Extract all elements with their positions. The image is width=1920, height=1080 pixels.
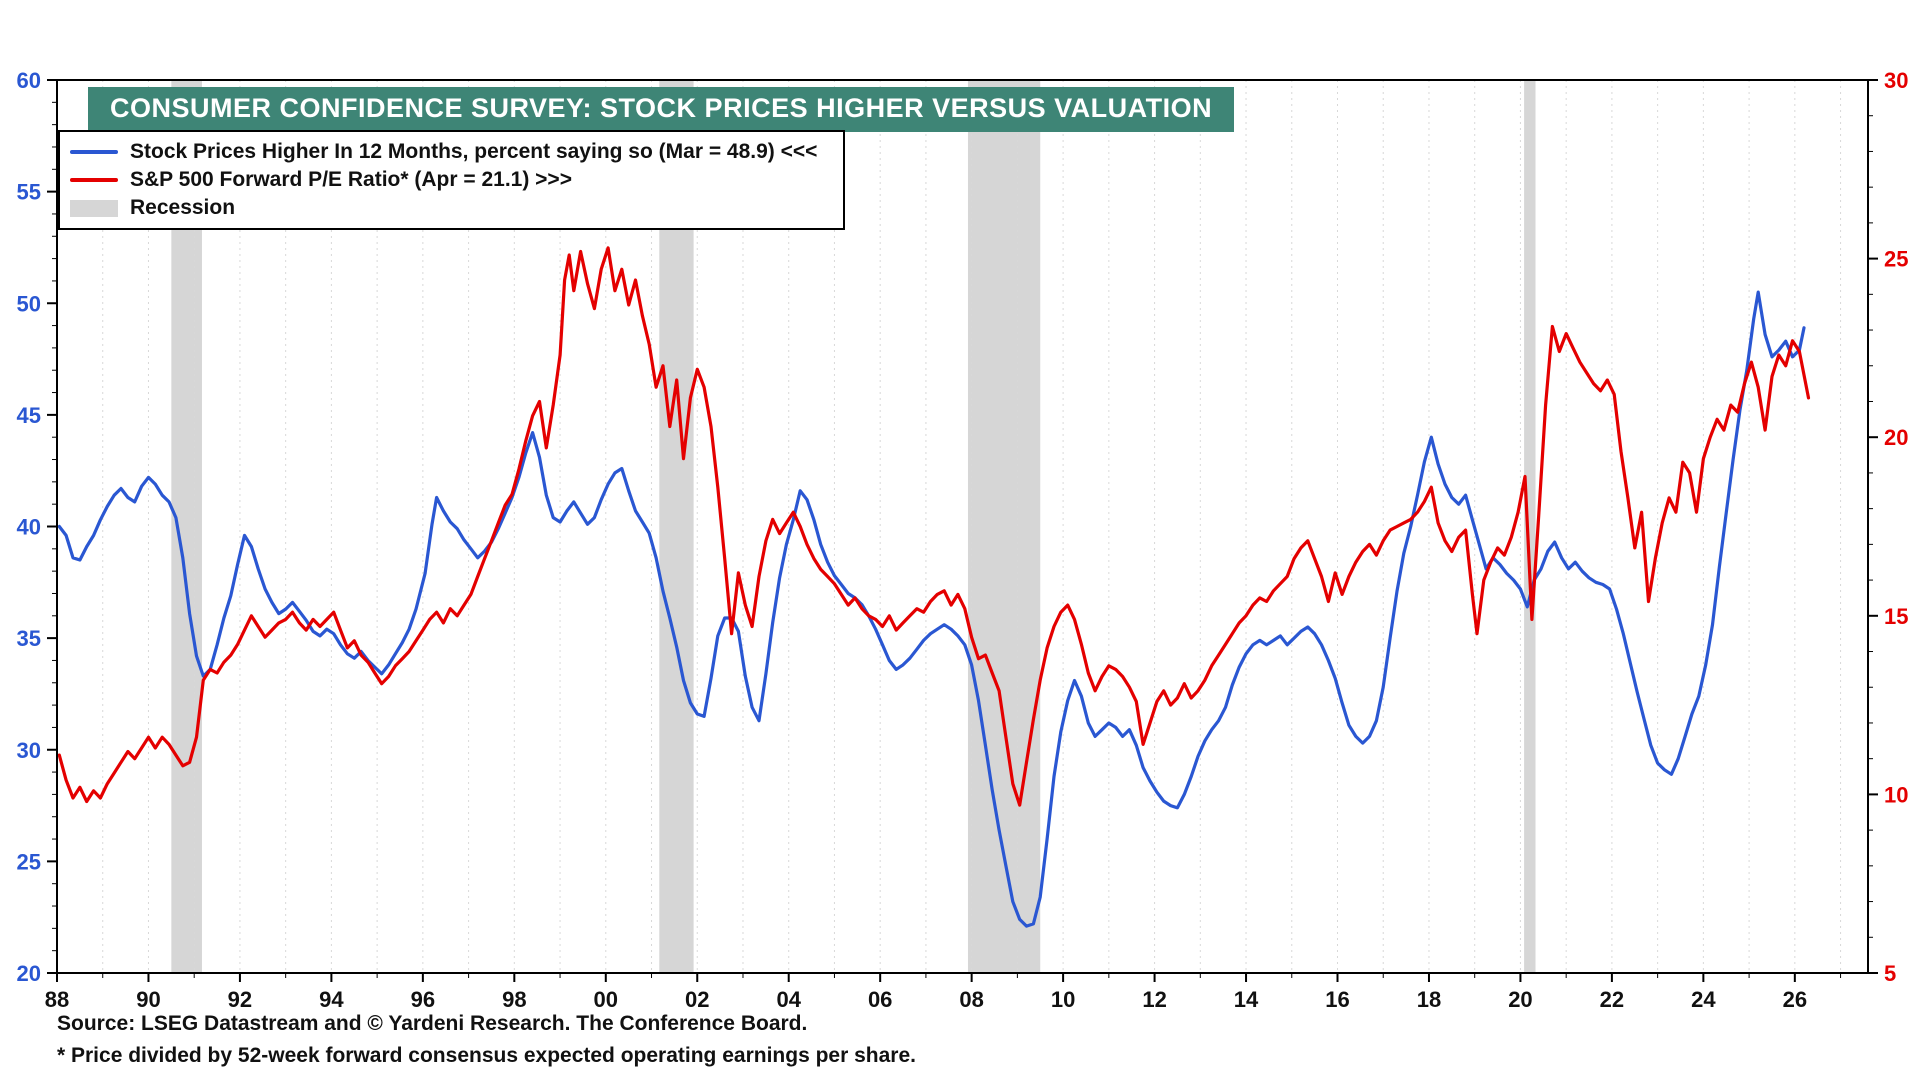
x-tick-label: 96 <box>411 987 435 1012</box>
x-tick-label: 02 <box>685 987 709 1012</box>
recession-swatch <box>70 199 118 217</box>
legend-label-forward-pe: S&P 500 Forward P/E Ratio* (Apr = 21.1) … <box>130 168 572 191</box>
series-stock-prices-line <box>57 290 1806 928</box>
y-left-tick-label: 60 <box>17 68 41 93</box>
legend-label-recession: Recession <box>130 196 236 219</box>
chart-title: CONSUMER CONFIDENCE SURVEY: STOCK PRICES… <box>110 93 1213 123</box>
x-tick-label: 10 <box>1051 987 1075 1012</box>
series-forward-pe-line <box>57 246 1811 807</box>
y-left-tick-label: 40 <box>17 515 41 540</box>
y-right-tick-label: 30 <box>1884 68 1908 93</box>
x-tick-label: 98 <box>502 987 526 1012</box>
x-tick-label: 26 <box>1783 987 1807 1012</box>
y-right-tick-label: 20 <box>1884 425 1908 450</box>
red-line-swatch <box>70 178 118 182</box>
x-tick-label: 18 <box>1417 987 1441 1012</box>
source-text: Source: LSEG Datastream and © Yardeni Re… <box>57 1012 808 1035</box>
y-right-tick-label: 10 <box>1884 782 1908 807</box>
x-tick-label: 88 <box>45 987 69 1012</box>
footnote-text: * Price divided by 52-week forward conse… <box>57 1044 916 1067</box>
y-right-tick-label: 5 <box>1884 961 1896 986</box>
y-right-tick-label: 25 <box>1884 247 1908 272</box>
legend-item-forward-pe: S&P 500 Forward P/E Ratio* (Apr = 21.1) … <box>70 168 817 192</box>
x-tick-label: 22 <box>1600 987 1624 1012</box>
y-left-tick-label: 45 <box>17 403 41 428</box>
y-left-tick-label: 55 <box>17 180 41 205</box>
x-tick-label: 08 <box>959 987 983 1012</box>
legend-label-stock-prices: Stock Prices Higher In 12 Months, percen… <box>130 140 818 163</box>
x-tick-label: 20 <box>1508 987 1532 1012</box>
y-left-tick-label: 35 <box>17 626 41 651</box>
x-tick-label: 16 <box>1325 987 1349 1012</box>
y-left-tick-label: 30 <box>17 738 41 763</box>
x-tick-label: 94 <box>319 987 344 1012</box>
x-tick-label: 04 <box>776 987 801 1012</box>
y-left-tick-label: 20 <box>17 961 41 986</box>
y-left-tick-label: 25 <box>17 849 41 874</box>
legend-box: Stock Prices Higher In 12 Months, percen… <box>58 130 846 230</box>
legend-item-recession: Recession <box>70 196 817 220</box>
x-tick-label: 06 <box>868 987 892 1012</box>
x-tick-label: 00 <box>594 987 618 1012</box>
y-left-tick-label: 50 <box>17 291 41 316</box>
plot-frame <box>56 79 1869 974</box>
blue-line-swatch <box>70 150 118 154</box>
x-tick-label: 12 <box>1142 987 1166 1012</box>
gridlines <box>56 80 1842 973</box>
chart-title-bar: CONSUMER CONFIDENCE SURVEY: STOCK PRICES… <box>88 87 1235 132</box>
x-tick-label: 90 <box>136 987 160 1012</box>
x-tick-label: 92 <box>228 987 252 1012</box>
x-tick-label: 14 <box>1234 987 1259 1012</box>
legend-item-stock-prices: Stock Prices Higher In 12 Months, percen… <box>70 140 817 164</box>
y-right-tick-label: 15 <box>1884 604 1908 629</box>
x-tick-label: 24 <box>1691 987 1716 1012</box>
axis-labels: 20 25 30 35 40 45 50 55 60 5 10 15 20 25 30 88 90 92 94 96 9… <box>17 68 1909 1012</box>
